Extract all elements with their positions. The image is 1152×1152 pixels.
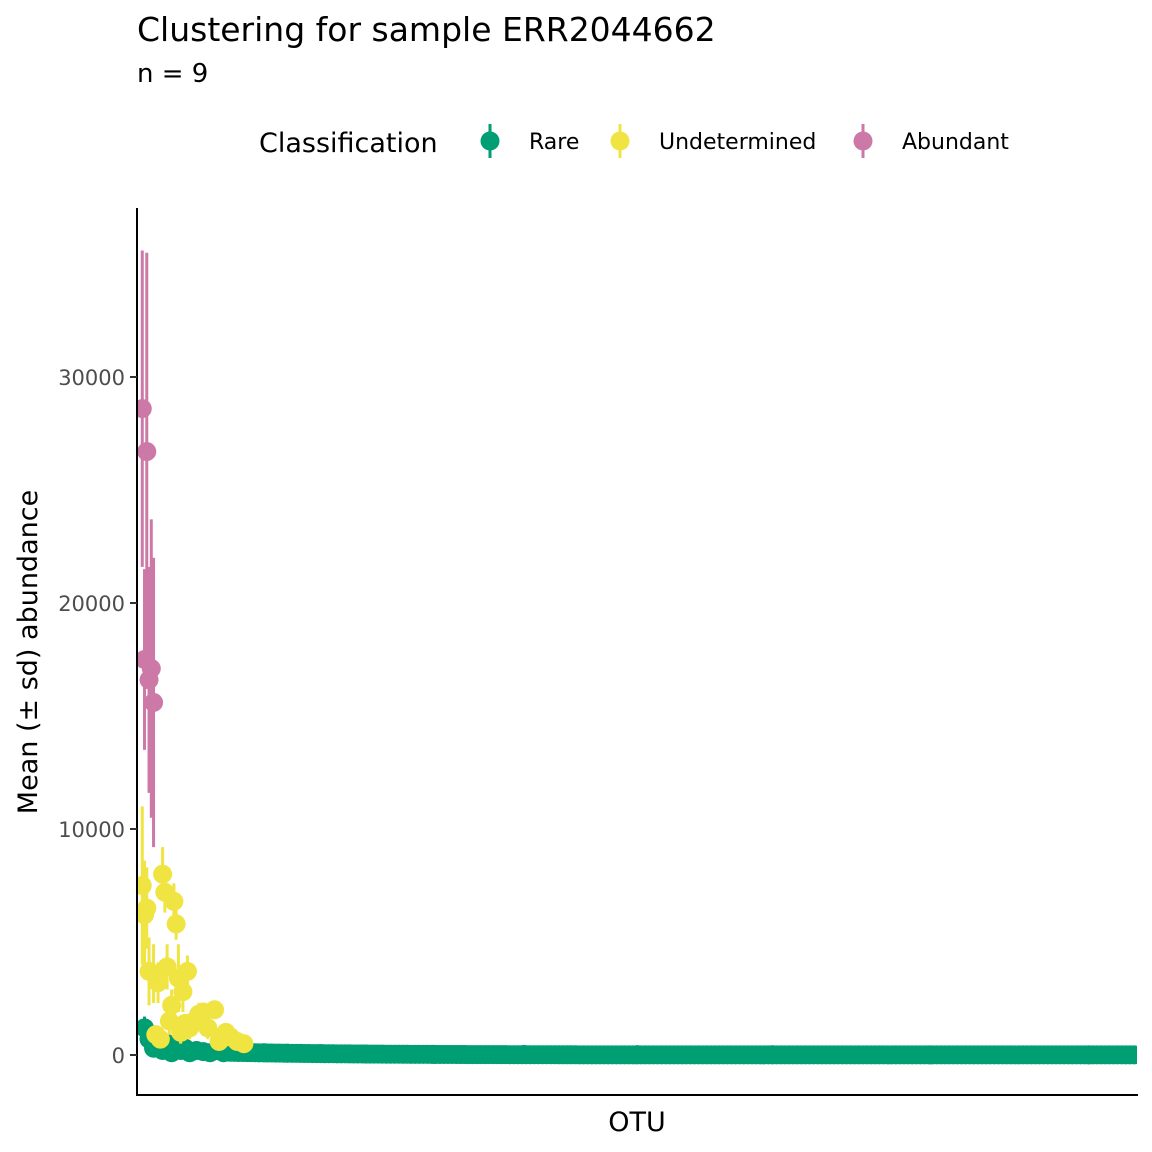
point-undetermined	[137, 876, 152, 895]
point-undetermined	[162, 995, 182, 1015]
point-undetermined	[177, 961, 197, 981]
point-rare	[311, 1044, 331, 1064]
series-undetermined	[137, 806, 254, 1054]
point-rare-band	[1124, 1045, 1137, 1065]
y-axis-title: Mean (± sd) abundance	[13, 490, 44, 814]
point-rare	[763, 1045, 783, 1065]
legend-label: Rare	[529, 130, 579, 155]
point-undetermined	[166, 914, 186, 934]
legend-item-abundant: Abundant	[853, 124, 1009, 158]
point-undetermined	[137, 898, 157, 918]
point-rare	[277, 1043, 297, 1063]
y-ticks: 0 10000 20000 30000	[58, 366, 137, 1068]
point-abundant	[141, 659, 161, 679]
legend-key-point	[480, 131, 500, 151]
y-tick-label: 10000	[58, 818, 125, 842]
legend-label: Undetermined	[659, 130, 816, 155]
point-rare	[254, 1043, 274, 1063]
point-rare	[627, 1045, 647, 1065]
series-abundant	[137, 250, 164, 848]
plot-area	[137, 250, 1137, 1065]
x-axis-title: OTU	[608, 1107, 666, 1138]
legend-key-point	[853, 131, 873, 151]
point-undetermined	[148, 973, 168, 993]
point-undetermined	[153, 864, 173, 884]
legend-item-undetermined: Undetermined	[610, 124, 816, 158]
point-abundant	[144, 692, 164, 712]
point-undetermined	[150, 1029, 170, 1049]
chart-title: Clustering for sample ERR2044662	[137, 10, 716, 49]
plot-marks	[137, 250, 1137, 1065]
legend-label: Abundant	[902, 130, 1009, 155]
point-undetermined	[205, 1000, 225, 1020]
point-undetermined	[234, 1034, 254, 1054]
point-undetermined	[164, 891, 184, 911]
y-tick-label: 30000	[58, 366, 125, 390]
point-rare	[356, 1044, 376, 1064]
axes: 0 10000 20000 30000	[58, 208, 1138, 1096]
point-undetermined	[198, 1018, 218, 1038]
point-rare	[921, 1045, 941, 1065]
point-undetermined	[173, 982, 193, 1002]
point-rare	[1079, 1045, 1099, 1065]
y-tick-label: 20000	[58, 592, 125, 616]
legend-item-rare: Rare	[480, 124, 579, 158]
y-tick-label: 0	[112, 1044, 125, 1068]
legend-items: Rare Undetermined Abundant	[480, 124, 1009, 158]
point-rare	[514, 1045, 534, 1065]
legend: Classification Rare Undetermined Abundant	[259, 124, 1009, 159]
point-rare	[424, 1044, 444, 1064]
chart-subtitle: n = 9	[137, 59, 208, 89]
series-rare	[137, 1016, 1137, 1065]
point-abundant	[137, 399, 152, 419]
legend-title: Classification	[259, 128, 438, 159]
point-abundant	[137, 442, 157, 462]
legend-key-point	[610, 131, 630, 151]
